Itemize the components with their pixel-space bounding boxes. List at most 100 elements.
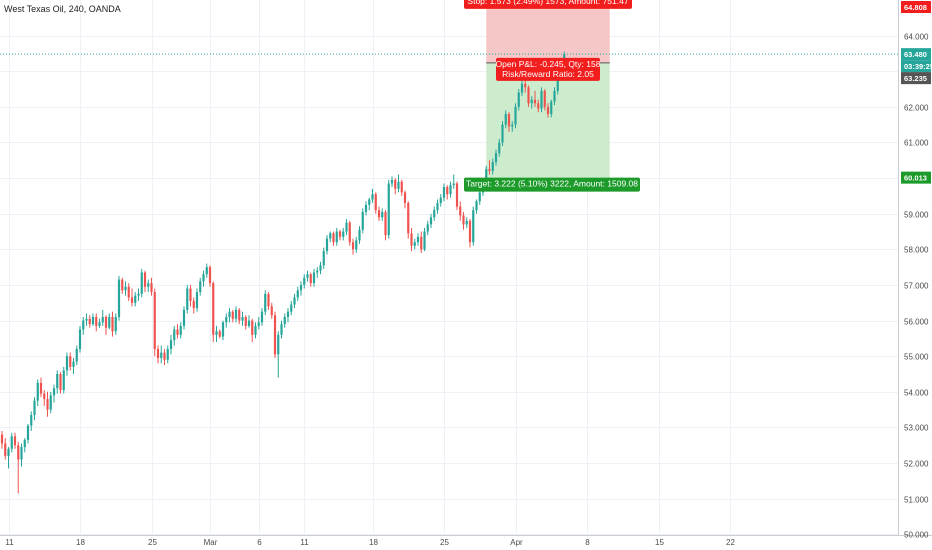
time-axis[interactable]: 11 18 25 Mar 6 11 18 25 Apr 8 15 22 [5,538,735,547]
target-price-badge: 60.013 [901,171,931,184]
target-label-bg [464,177,640,192]
candle [452,174,455,189]
candle [33,397,36,421]
candle [56,370,59,394]
candle [75,345,78,366]
candle-body [72,361,75,367]
candle-body [270,306,273,316]
candle-body [322,251,325,266]
candle-body [429,217,433,225]
candle-body [234,309,238,319]
candle [322,247,325,269]
candles [0,51,566,494]
candle-body [160,352,163,358]
candle-body [319,265,322,271]
candle [403,190,407,209]
candle-body [95,317,98,326]
candle-body [254,325,257,335]
candle-body [101,317,104,323]
candle [195,288,199,312]
stop-price-badge: 64.808 [901,1,931,13]
candle-body [550,101,553,114]
candle [416,233,420,246]
candle [62,366,65,394]
candle [30,411,33,431]
candle-body [400,181,403,193]
candle-body [335,231,338,243]
candle [179,322,182,339]
candle-body [381,211,384,218]
candle-body [452,183,455,186]
candle [358,226,361,244]
candle-body [283,317,286,325]
candle-body [488,169,491,171]
candle-body [39,382,43,394]
candle-body [303,277,306,285]
price-tick-label: 59.000 [904,211,929,220]
candle-body [91,317,95,325]
candle-body [114,317,117,332]
candle [20,443,23,467]
time-tick-label: 18 [76,538,85,547]
price-axis[interactable]: 50.000 51.000 52.000 53.000 54.000 55.000 56.0… [904,33,929,540]
candle-body [371,194,374,200]
candle [364,201,368,216]
candle [293,293,296,309]
candle [488,160,491,175]
candle-body [49,395,52,410]
candle [147,279,150,293]
target-label-text: Target: 3.222 (5.10%) 3222, Amount: 1509… [466,179,638,189]
countdown-badge-bg [901,60,931,73]
candle [17,441,20,494]
price-tick-label: 64.000 [904,33,929,42]
candle-body [358,229,361,241]
candle-body [426,224,429,232]
candle [371,188,374,204]
candle-body [140,272,143,294]
candle-body [62,370,65,391]
time-tick-label: 11 [5,538,14,547]
candle [244,315,247,330]
candle [0,430,4,449]
candle-body [377,210,381,218]
candle [10,432,13,453]
candle [26,423,30,444]
candle [199,277,202,296]
candle-body [153,292,156,350]
candle-body [504,113,507,125]
candle [361,208,364,234]
candle [111,311,114,337]
candle-body [82,320,85,330]
candle-body [491,162,494,171]
candle-body [517,92,520,107]
candle-body [189,288,192,301]
price-tick-label: 58.000 [904,246,929,255]
candle-body [355,240,358,250]
candle [182,306,186,330]
price-lines [0,53,898,64]
candle [436,199,439,214]
candle [420,231,423,253]
candle-body [69,356,72,367]
candle-body [546,106,550,114]
candle-body [218,331,221,337]
candle [88,315,91,328]
time-tick-label: Apr [510,538,523,547]
position-labels: Stop: 1.573 (2.49%) 1573, Amount: 751.47… [464,0,640,192]
candle [449,181,452,198]
candle [166,345,169,364]
candle-body [228,311,231,318]
candle-body [280,324,283,335]
candle [65,352,69,376]
candle-body [472,210,475,243]
candle [173,325,176,346]
candle [23,438,26,453]
candle-body [290,304,293,312]
candle-body [537,103,540,109]
candle-body [316,270,319,273]
candle [520,80,524,97]
candle [286,308,290,323]
price-tick-label: 61.000 [904,139,929,148]
candle [108,313,111,330]
